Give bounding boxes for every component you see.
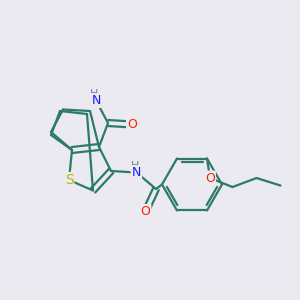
Text: O: O — [205, 172, 215, 184]
Text: S: S — [64, 173, 74, 187]
Text: O: O — [127, 118, 137, 131]
Text: H: H — [131, 161, 139, 171]
Text: N: N — [91, 94, 101, 107]
Text: H: H — [90, 89, 99, 100]
Text: O: O — [141, 205, 150, 218]
Text: N: N — [132, 166, 141, 179]
